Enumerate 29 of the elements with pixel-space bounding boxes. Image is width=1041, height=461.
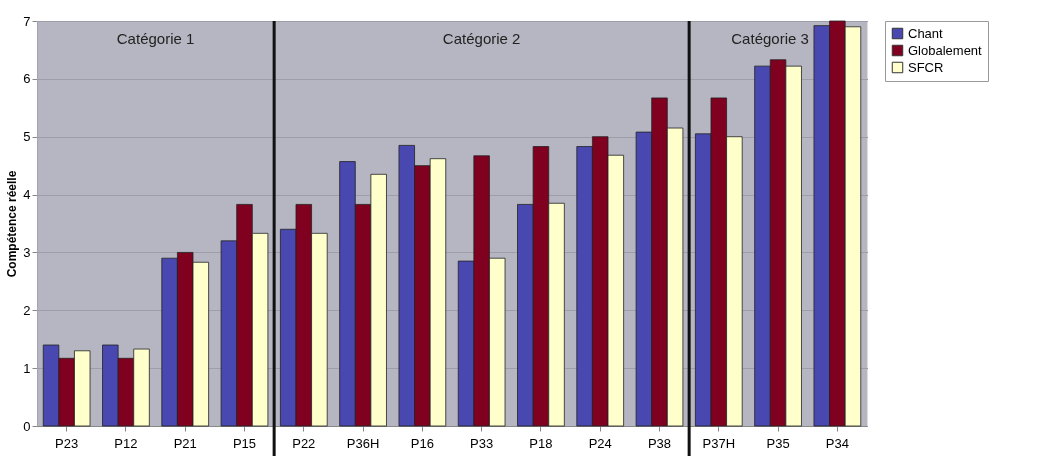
band-label: Catégorie 1 [116, 30, 195, 47]
y-axis-title: Compétence réelle [5, 170, 20, 278]
x-tick-label: P38 [647, 435, 672, 451]
y-tick-label: 2 [23, 302, 31, 318]
y-tick-label: 1 [23, 360, 31, 376]
x-tick-label: P15 [232, 435, 257, 451]
y-tick-label: 5 [23, 129, 31, 145]
x-tick-label: P24 [588, 435, 612, 451]
y-tick-label: 7 [23, 13, 31, 29]
band-label: Catégorie 3 [731, 30, 809, 47]
x-tick-label: P18 [529, 435, 553, 451]
x-tick-label: P34 [825, 435, 849, 451]
legend-label: Chant [908, 25, 944, 41]
y-tick-label: 3 [23, 244, 31, 260]
x-tick-label: P22 [292, 435, 316, 451]
x-tick-label: P37H [702, 435, 736, 451]
x-tick-label: P33 [470, 435, 494, 451]
y-tick-label: 0 [23, 418, 31, 434]
x-tick-label: P35 [766, 435, 790, 451]
x-tick-label: P12 [114, 435, 138, 451]
x-tick-label: P21 [173, 435, 197, 451]
x-tick-label: P23 [55, 435, 79, 451]
y-tick-label: 4 [23, 187, 31, 203]
x-tick-label: P36H [346, 435, 380, 451]
y-tick-label: 6 [23, 71, 31, 87]
legend-label: SFCR [908, 59, 944, 75]
band-label: Catégorie 2 [442, 30, 521, 47]
x-tick-label: P16 [410, 435, 434, 451]
legend-label: Globalement [908, 42, 983, 58]
